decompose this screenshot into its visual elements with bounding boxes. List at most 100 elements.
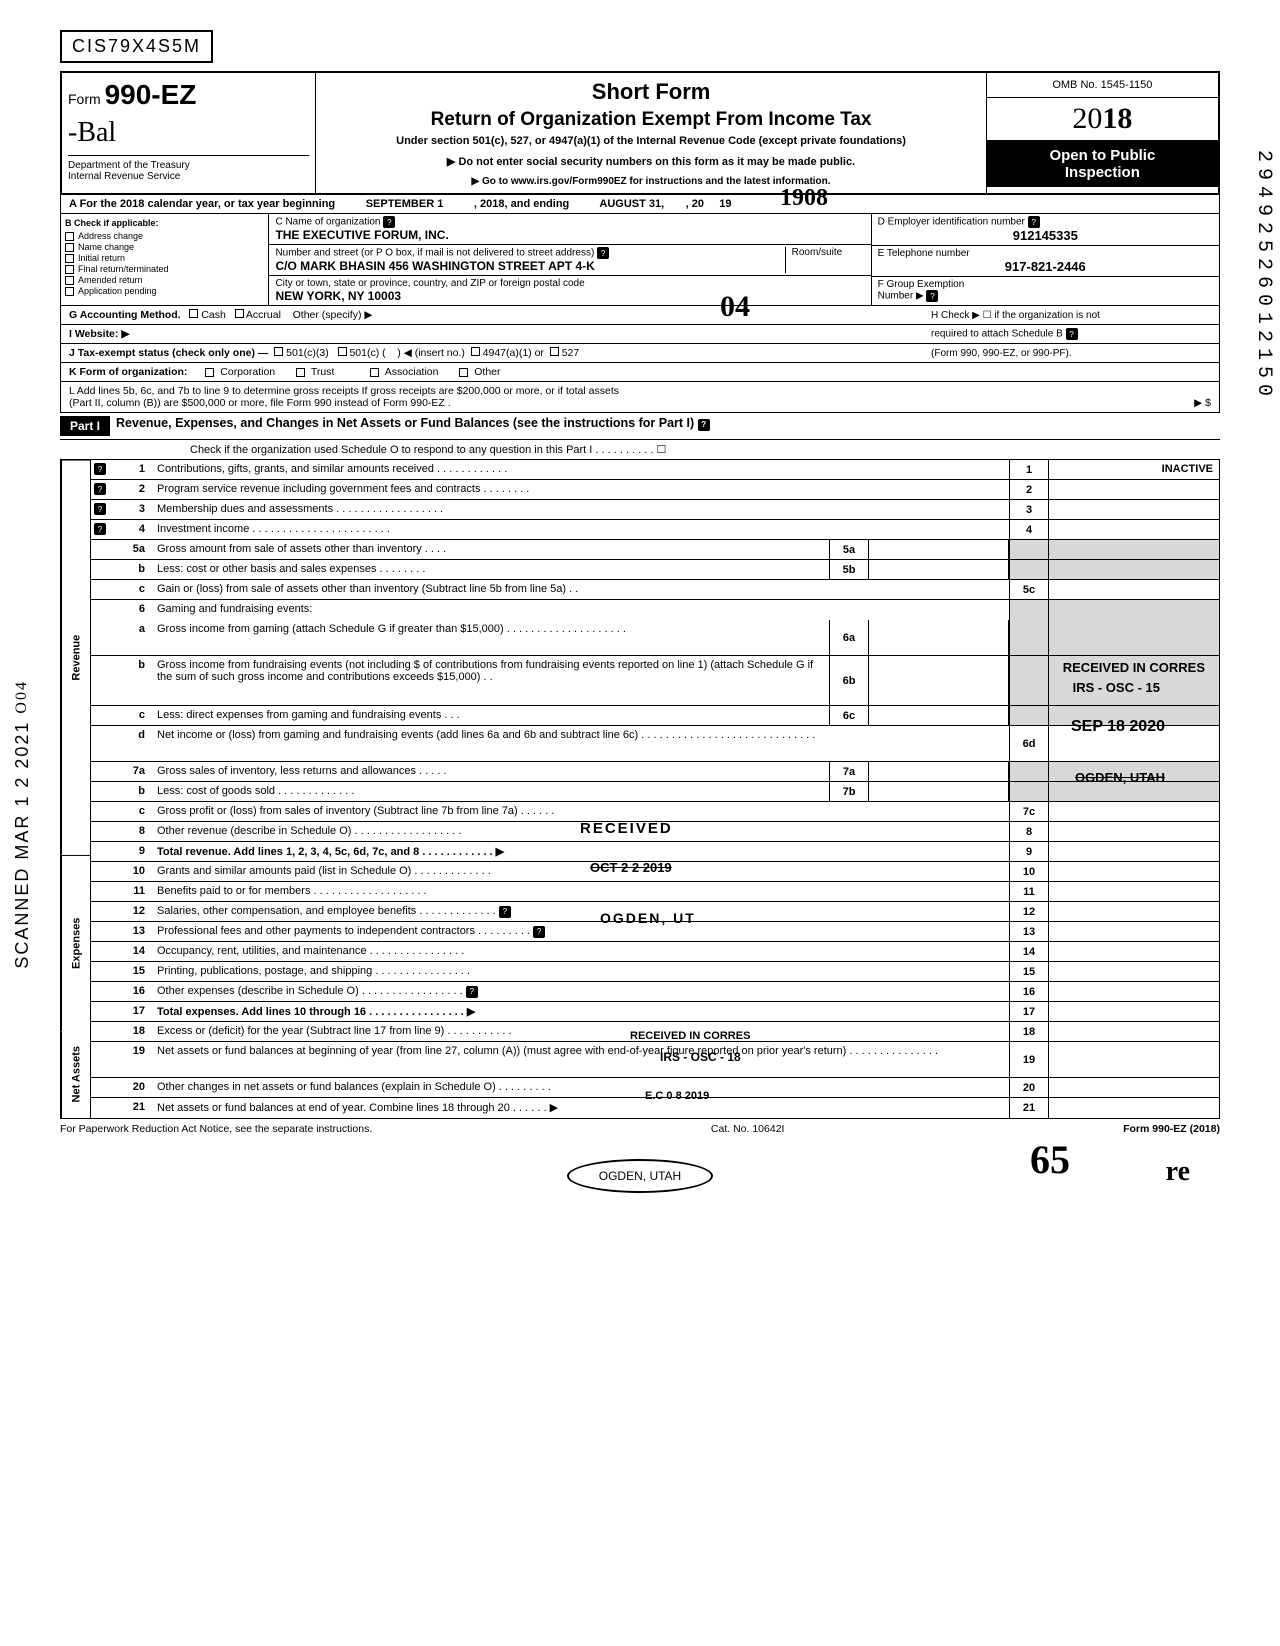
barcode-text: CIS79X4S5M xyxy=(60,30,213,63)
line-7c: cGross profit or (loss) from sales of in… xyxy=(91,802,1219,822)
help-icon: ? xyxy=(499,906,511,918)
help-icon: ? xyxy=(94,463,106,475)
chk-initial-return[interactable]: Initial return xyxy=(65,253,264,263)
part1-grid: ? 1Contributions, gifts, grants, and sim… xyxy=(90,460,1220,1119)
section-revenue-label: Revenue xyxy=(61,460,91,855)
chk-trust[interactable] xyxy=(296,368,305,377)
line-9: 9Total revenue. Add lines 1, 2, 3, 4, 5c… xyxy=(91,842,1219,862)
right-margin-code: 29492526012150 xyxy=(1252,150,1275,402)
line-11: 11Benefits paid to or for members . . . … xyxy=(91,882,1219,902)
ein-value: 912145335 xyxy=(878,228,1213,243)
page: 29492526012150 SCANNED MAR 1 2 2021 O04 … xyxy=(60,30,1220,1193)
chk-501c[interactable] xyxy=(338,347,347,356)
line-1: ? 1Contributions, gifts, grants, and sim… xyxy=(91,460,1219,480)
line-i-h2: I Website: ▶ required to attach Schedule… xyxy=(60,325,1220,344)
schedule-o-check: Check if the organization used Schedule … xyxy=(60,440,1220,460)
label-address: Number and street (or P O box, if mail i… xyxy=(275,248,594,259)
line-g-h: G Accounting Method. Cash Accrual Other … xyxy=(60,306,1220,325)
chk-4947[interactable] xyxy=(471,347,480,356)
line-6b: bGross income from fundraising events (n… xyxy=(91,656,1219,706)
chk-final-return[interactable]: Final return/terminated xyxy=(65,264,264,274)
line-7b: bLess: cost of goods sold . . . . . . . … xyxy=(91,782,1219,802)
line-12: 12Salaries, other compensation, and empl… xyxy=(91,902,1219,922)
chk-527[interactable] xyxy=(550,347,559,356)
line-19: 19Net assets or fund balances at beginni… xyxy=(91,1042,1219,1078)
line-6d: dNet income or (loss) from gaming and fu… xyxy=(91,726,1219,762)
block-b-through-f: B Check if applicable: Address change Na… xyxy=(60,214,1220,306)
chk-cash[interactable] xyxy=(189,309,198,318)
line-6: 6Gaming and fundraising events: xyxy=(91,600,1219,620)
chk-name-change[interactable]: Name change xyxy=(65,242,264,252)
form-id-block: Form 990-EZ -Bal Department of the Treas… xyxy=(62,73,316,193)
org-name-value: THE EXECUTIVE FORUM, INC. xyxy=(275,228,448,242)
section-netassets-label: Net Assets xyxy=(61,1031,91,1118)
form-year-block: OMB No. 1545-1150 2018 Open to Public In… xyxy=(987,73,1218,193)
line-16: 16Other expenses (describe in Schedule O… xyxy=(91,982,1219,1002)
line-10: 10Grants and similar amounts paid (list … xyxy=(91,862,1219,882)
label-org-name: C Name of organization xyxy=(275,217,380,228)
line-17: 17Total expenses. Add lines 10 through 1… xyxy=(91,1002,1219,1022)
chk-other[interactable] xyxy=(459,368,468,377)
line-14: 14Occupancy, rent, utilities, and mainte… xyxy=(91,942,1219,962)
main-title: Return of Organization Exempt From Incom… xyxy=(326,109,975,131)
line-18: 18Excess or (deficit) for the year (Subt… xyxy=(91,1022,1219,1042)
room-suite: Room/suite xyxy=(785,247,865,273)
chk-address-change[interactable]: Address change xyxy=(65,231,264,241)
help-icon: ? xyxy=(383,216,395,228)
line-20: 20Other changes in net assets or fund ba… xyxy=(91,1078,1219,1098)
help-icon: ? xyxy=(466,986,478,998)
signature-mark: -Bal xyxy=(68,117,309,149)
goto-url: ▶ Go to www.irs.gov/Form990EZ for instru… xyxy=(326,176,975,187)
line-21: 21Net assets or fund balances at end of … xyxy=(91,1098,1219,1118)
city-value: NEW YORK, NY 10003 xyxy=(275,289,401,303)
col-c-org-info: C Name of organization ? THE EXECUTIVE F… xyxy=(269,214,871,305)
footer: For Paperwork Reduction Act Notice, see … xyxy=(60,1119,1220,1139)
ogden-oval-stamp: OGDEN, UTAH xyxy=(60,1159,1220,1193)
col-b-header: B Check if applicable: xyxy=(65,218,264,228)
line-8: 8Other revenue (describe in Schedule O) … xyxy=(91,822,1219,842)
chk-assoc[interactable] xyxy=(370,368,379,377)
label-phone: E Telephone number xyxy=(878,248,970,259)
footer-right: Form 990-EZ (2018) xyxy=(1123,1123,1220,1135)
help-icon: ? xyxy=(533,926,545,938)
help-icon: ? xyxy=(698,419,710,431)
chk-application-pending[interactable]: Application pending xyxy=(65,286,264,296)
chk-amended-return[interactable]: Amended return xyxy=(65,275,264,285)
address-value: C/O MARK BHASIN 456 WASHINGTON STREET AP… xyxy=(275,259,594,273)
line-7a: 7aGross sales of inventory, less returns… xyxy=(91,762,1219,782)
left-margin-scanned: SCANNED MAR 1 2 2021 O04 xyxy=(12,680,33,969)
footer-mid: Cat. No. 10642I xyxy=(711,1123,785,1135)
part1-header: Part I Revenue, Expenses, and Changes in… xyxy=(60,413,1220,440)
omb-number: OMB No. 1545-1150 xyxy=(987,73,1218,98)
line-15: 15Printing, publications, postage, and s… xyxy=(91,962,1219,982)
line-k: K Form of organization: Corporation Trus… xyxy=(60,363,1220,382)
phone-value: 917-821-2446 xyxy=(878,259,1213,274)
subtitle: Under section 501(c), 527, or 4947(a)(1)… xyxy=(326,135,975,147)
part1-label: Part I xyxy=(60,416,110,436)
chk-corp[interactable] xyxy=(205,368,214,377)
help-icon: ? xyxy=(1028,216,1040,228)
chk-accrual[interactable] xyxy=(235,309,244,318)
section-expenses-label: Expenses xyxy=(61,855,91,1031)
help-icon: ? xyxy=(94,503,106,515)
label-group-exemption: F Group Exemption xyxy=(878,279,965,290)
form-number: Form 990-EZ xyxy=(68,79,309,111)
line-5c: cGain or (loss) from sale of assets othe… xyxy=(91,580,1219,600)
line-6c: cLess: direct expenses from gaming and f… xyxy=(91,706,1219,726)
help-icon: ? xyxy=(94,523,106,535)
short-form-title: Short Form xyxy=(326,79,975,105)
line-6a: aGross income from gaming (attach Schedu… xyxy=(91,620,1219,656)
chk-501c3[interactable] xyxy=(274,347,283,356)
part1-title-text: Revenue, Expenses, and Changes in Net As… xyxy=(110,416,1220,436)
form-header: Form 990-EZ -Bal Department of the Treas… xyxy=(60,71,1220,195)
line-l-arrow: ▶ $ xyxy=(1194,397,1211,409)
line-3: ? 3Membership dues and assessments . . .… xyxy=(91,500,1219,520)
help-icon: ? xyxy=(94,483,106,495)
col-d-e-f: D Employer identification number ? 91214… xyxy=(872,214,1219,305)
line-2: ? 2Program service revenue including gov… xyxy=(91,480,1219,500)
dept-treasury: Department of the Treasury Internal Reve… xyxy=(68,155,309,182)
tax-year: 2018 xyxy=(987,98,1218,141)
line-5a: 5aGross amount from sale of assets other… xyxy=(91,540,1219,560)
ssn-notice: ▶ Do not enter social security numbers o… xyxy=(326,155,975,168)
line-13: 13Professional fees and other payments t… xyxy=(91,922,1219,942)
